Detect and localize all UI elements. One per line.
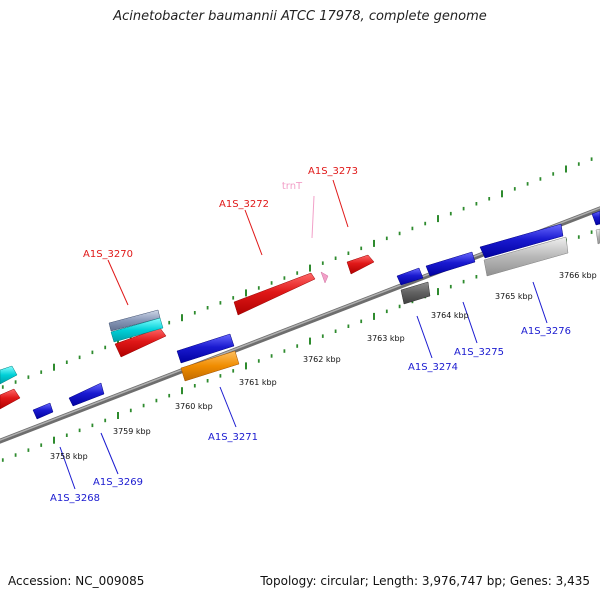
gene-label-A1S_3276[interactable]: A1S_3276 <box>521 326 571 337</box>
label-leader-lines <box>59 179 548 490</box>
accession-text: Accession: NC_009085 <box>8 574 145 588</box>
gene-bar-cyan[interactable] <box>0 365 18 385</box>
leader-line <box>332 179 349 228</box>
gene-bar-gray[interactable] <box>483 236 569 277</box>
gene-bar-dark[interactable] <box>400 281 431 305</box>
gene-bar-forward[interactable] <box>233 272 316 316</box>
gene-label-A1S_3272[interactable]: A1S_3272 <box>219 199 269 210</box>
kbp-label: 3766 kbp <box>559 271 597 280</box>
kbp-label: 3765 kbp <box>495 292 533 301</box>
reverse-gene-features <box>0 210 600 420</box>
leader-line <box>462 301 478 344</box>
gene-bar-reverse[interactable] <box>479 223 564 259</box>
leader-line <box>532 281 548 324</box>
gene-bar-reverse[interactable] <box>68 382 105 407</box>
gene-label-A1S_3268[interactable]: A1S_3268 <box>50 493 100 504</box>
gene-label-A1S_3274[interactable]: A1S_3274 <box>408 362 458 373</box>
gene-label-A1S_3269[interactable]: A1S_3269 <box>93 477 143 488</box>
leader-line <box>219 386 237 428</box>
leader-line <box>100 432 119 475</box>
kbp-label: 3763 kbp <box>367 334 405 343</box>
map-title: Acinetobacter baumannii ATCC 17978, comp… <box>113 9 487 24</box>
gene-bar-forward[interactable] <box>346 254 375 275</box>
kbp-label: 3761 kbp <box>239 378 277 387</box>
gene-bar-cyan[interactable] <box>110 317 164 343</box>
gene-bar-reverse[interactable] <box>396 267 424 286</box>
trna-arrow[interactable] <box>320 271 329 284</box>
gene-label-A1S_3271[interactable]: A1S_3271 <box>208 432 258 443</box>
kbp-label: 3760 kbp <box>175 402 213 411</box>
gene-label-trnT[interactable]: trnT <box>282 181 303 192</box>
leader-line <box>244 209 263 256</box>
leader-line <box>416 315 433 359</box>
leader-line <box>107 259 129 306</box>
gene-bar-forward[interactable] <box>0 388 21 410</box>
gene-bar-reverse[interactable] <box>32 402 54 420</box>
kbp-label: 3764 kbp <box>431 311 469 320</box>
gene-bar-reverse[interactable] <box>591 210 600 226</box>
kbp-label: 3762 kbp <box>303 355 341 364</box>
leader-line <box>311 195 315 239</box>
gene-label-A1S_3273[interactable]: A1S_3273 <box>308 166 358 177</box>
gene-bar-reverse[interactable] <box>176 333 235 364</box>
gene-label-A1S_3275[interactable]: A1S_3275 <box>454 347 504 358</box>
bottom-gene-labels: A1S_3276 A1S_3275 A1S_3274 A1S_3271 A1S_… <box>50 326 571 504</box>
gene-bar-orange[interactable] <box>180 350 240 382</box>
kbp-label: 3759 kbp <box>113 427 151 436</box>
gene-label-A1S_3270[interactable]: A1S_3270 <box>83 249 133 260</box>
genome-summary-text: Topology: circular; Length: 3,976,747 bp… <box>260 574 590 588</box>
gene-bar-gray[interactable] <box>595 228 600 245</box>
kbp-labels: 3758 kbp 3759 kbp 3760 kbp 3761 kbp 3762… <box>50 271 597 461</box>
forward-gene-features <box>0 254 375 410</box>
kbp-label: 3758 kbp <box>50 452 88 461</box>
top-gene-labels: trnT A1S_3273 A1S_3272 A1S_3270 <box>83 166 358 260</box>
gene-bar-reverse[interactable] <box>425 251 476 277</box>
leader-line <box>59 446 76 490</box>
